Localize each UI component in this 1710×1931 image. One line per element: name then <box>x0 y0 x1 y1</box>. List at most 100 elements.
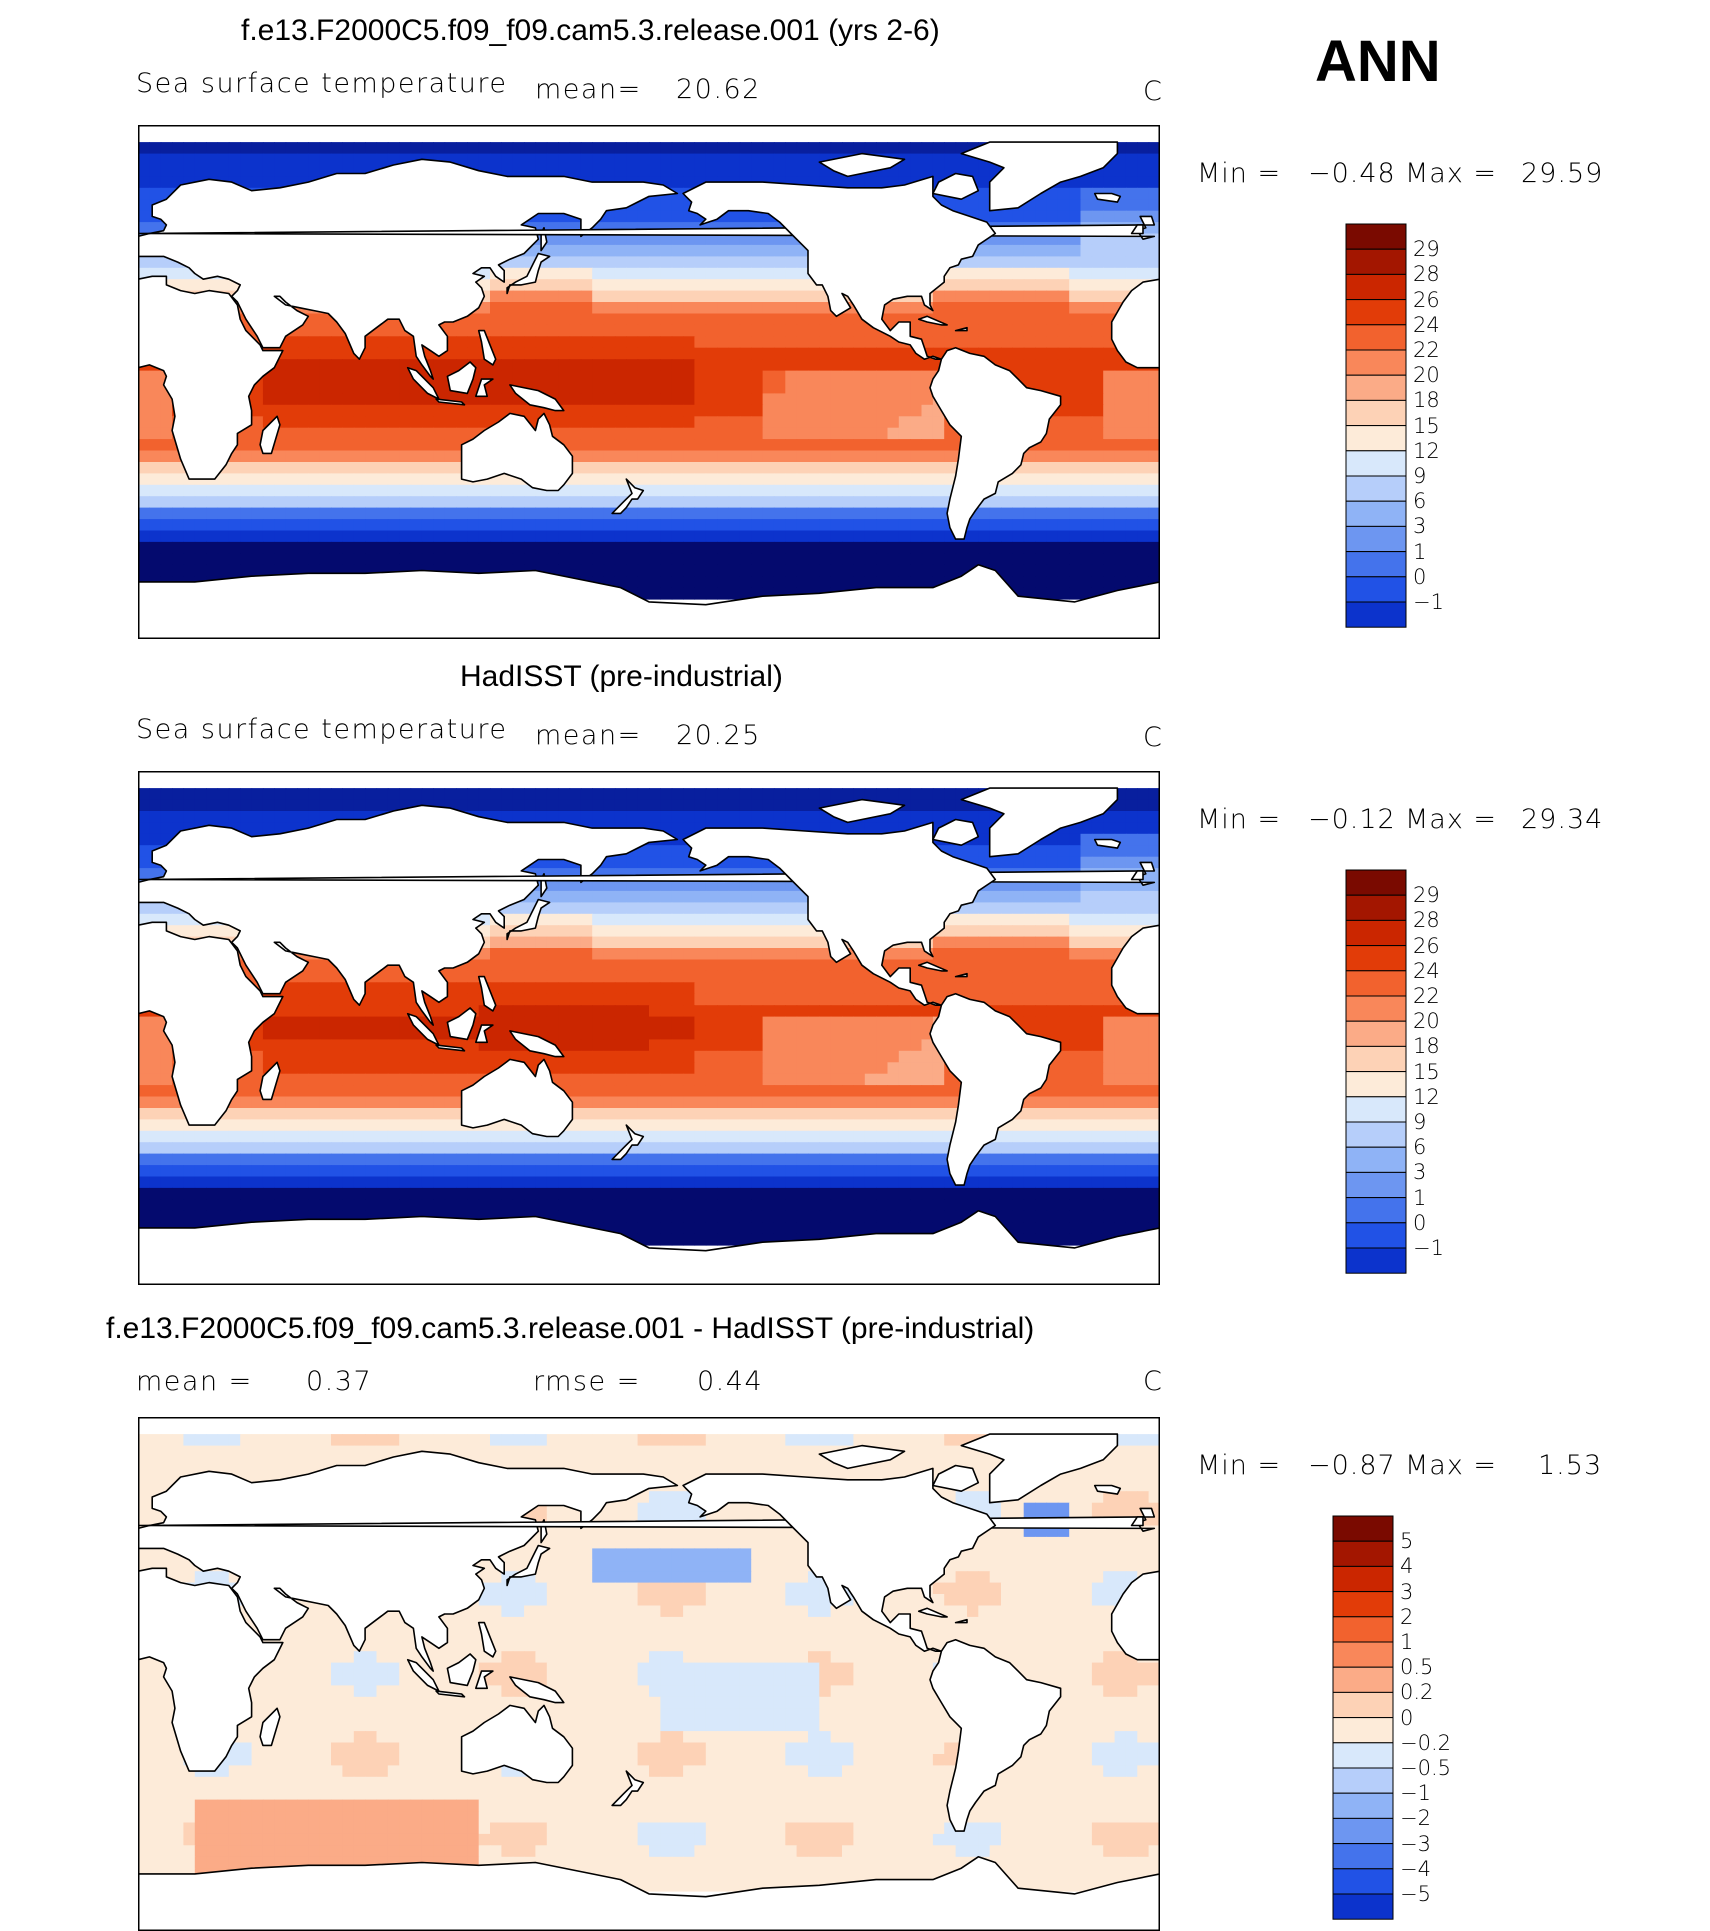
colorbar-tick-label: 29 <box>1413 237 1440 261</box>
colorbar-box <box>1346 602 1406 627</box>
colorbar-box <box>1346 224 1406 249</box>
colorbar-tick-label: 20 <box>1413 1009 1440 1033</box>
colorbar-box <box>1333 1617 1393 1642</box>
panel3-mean-value: 0.37 <box>306 1366 372 1397</box>
panel3-max-value: 1.53 <box>1538 1450 1602 1481</box>
colorbar-box <box>1346 1122 1406 1147</box>
colorbar-tick-label: 0 <box>1413 1211 1426 1235</box>
panel2-variable: Sea surface temperature <box>136 714 507 745</box>
colorbar-tick-label: 0 <box>1413 565 1426 589</box>
colorbar-tick-label: 6 <box>1413 489 1426 513</box>
colorbar-box <box>1346 895 1406 920</box>
colorbar-tick-label: −1 <box>1400 1781 1431 1805</box>
colorbar-box <box>1346 501 1406 526</box>
panel1-mean-label: mean= <box>535 74 642 105</box>
colorbar-box <box>1333 1894 1393 1919</box>
colorbar-tick-label: 22 <box>1413 338 1440 362</box>
colorbar-tick-label: 0.2 <box>1400 1680 1433 1704</box>
panel1-units: C <box>1143 76 1163 107</box>
colorbar-tick-label: −2 <box>1400 1806 1431 1830</box>
colorbar-box <box>1346 375 1406 400</box>
colorbar-box <box>1346 1198 1406 1223</box>
panel3-min-value: −0.87 <box>1308 1450 1396 1481</box>
colorbar-box <box>1333 1793 1393 1818</box>
panel2-min-label: Min = <box>1197 804 1281 835</box>
panel1-max-label: Max = <box>1405 158 1497 189</box>
colorbar-tick-label: 9 <box>1413 464 1426 488</box>
colorbar-box <box>1346 1172 1406 1197</box>
colorbar-box <box>1346 577 1406 602</box>
panel2-sst-map <box>138 771 1160 1285</box>
colorbar-tick-label: 18 <box>1413 388 1440 412</box>
panel3-mean-label: mean = <box>136 1366 253 1397</box>
colorbar-tick-label: 24 <box>1413 313 1440 337</box>
panel2-mean-value: 20.25 <box>676 720 761 751</box>
colorbar-tick-label: 0 <box>1400 1706 1413 1730</box>
panel2-title: HadISST (pre-industrial) <box>460 660 783 694</box>
colorbar-box <box>1346 350 1406 375</box>
panel3-max-label: Max = <box>1405 1450 1497 1481</box>
panel2-mean-label: mean= <box>535 720 642 751</box>
colorbar-box <box>1346 300 1406 325</box>
colorbar-box <box>1346 400 1406 425</box>
colorbar-tick-label: 12 <box>1413 439 1440 463</box>
colorbar-tick-label: 26 <box>1413 288 1440 312</box>
panel3-units: C <box>1143 1366 1163 1397</box>
colorbar-box <box>1346 920 1406 945</box>
colorbar-box <box>1346 971 1406 996</box>
panel1-sst-map <box>138 125 1160 639</box>
colorbar-box <box>1346 996 1406 1021</box>
season-label: ANN <box>1315 28 1441 95</box>
colorbar-box <box>1333 1592 1393 1617</box>
colorbar-box <box>1333 1869 1393 1894</box>
panel3-rmse-label: rmse = <box>533 1366 641 1397</box>
colorbar-tick-label: −0.5 <box>1400 1756 1451 1780</box>
colorbar-box <box>1333 1516 1393 1541</box>
panel1-max-value: 29.59 <box>1521 158 1603 189</box>
colorbar-box <box>1346 1072 1406 1097</box>
colorbar-tick-label: 28 <box>1413 262 1440 286</box>
panel1-variable: Sea surface temperature <box>136 68 507 99</box>
colorbar-box <box>1333 1844 1393 1869</box>
colorbar-tick-label: 0.5 <box>1400 1655 1433 1679</box>
colorbar-tick-label: 1 <box>1400 1630 1413 1654</box>
colorbar-tick-label: 1 <box>1413 540 1426 564</box>
colorbar-box <box>1333 1541 1393 1566</box>
colorbar-box <box>1346 1223 1406 1248</box>
colorbar-tick-label: 29 <box>1413 883 1440 907</box>
panel1-min-value: −0.48 <box>1308 158 1396 189</box>
colorbar-tick-label: 15 <box>1413 414 1440 438</box>
colorbar-box <box>1346 552 1406 577</box>
colorbar-tick-label: −4 <box>1400 1857 1431 1881</box>
colorbar-box <box>1346 249 1406 274</box>
colorbar-box <box>1346 451 1406 476</box>
panel3-title: f.e13.F2000C5.f09_f09.cam5.3.release.001… <box>106 1312 1034 1346</box>
colorbar-tick-label: 1 <box>1413 1186 1426 1210</box>
colorbar-box <box>1333 1718 1393 1743</box>
colorbar-box <box>1346 274 1406 299</box>
panel1-min-label: Min = <box>1197 158 1281 189</box>
colorbar-tick-label: 6 <box>1413 1135 1426 1159</box>
panel1-mean-value: 20.62 <box>676 74 761 105</box>
colorbar-box <box>1346 526 1406 551</box>
panel2-min-value: −0.12 <box>1308 804 1396 835</box>
colorbar-tick-label: 12 <box>1413 1085 1440 1109</box>
panel3-min-label: Min = <box>1197 1450 1281 1481</box>
colorbar-box <box>1346 325 1406 350</box>
colorbar-tick-label: −5 <box>1400 1882 1431 1906</box>
panel2-max-value: 29.34 <box>1521 804 1603 835</box>
colorbar-box <box>1346 476 1406 501</box>
colorbar-tick-label: 18 <box>1413 1034 1440 1058</box>
colorbar-box <box>1346 1097 1406 1122</box>
colorbar-tick-label: 4 <box>1400 1554 1413 1578</box>
colorbar-box <box>1346 870 1406 895</box>
panel3-diff-map <box>138 1417 1160 1931</box>
colorbar-box <box>1333 1692 1393 1717</box>
colorbar-tick-label: −0.2 <box>1400 1731 1451 1755</box>
colorbar-tick-label: 20 <box>1413 363 1440 387</box>
colorbar-tick-label: 2 <box>1400 1605 1413 1629</box>
colorbar-tick-label: 5 <box>1400 1529 1413 1553</box>
colorbar-box <box>1333 1667 1393 1692</box>
colorbar-tick-label: 9 <box>1413 1110 1426 1134</box>
colorbar-tick-label: −1 <box>1413 1236 1444 1260</box>
